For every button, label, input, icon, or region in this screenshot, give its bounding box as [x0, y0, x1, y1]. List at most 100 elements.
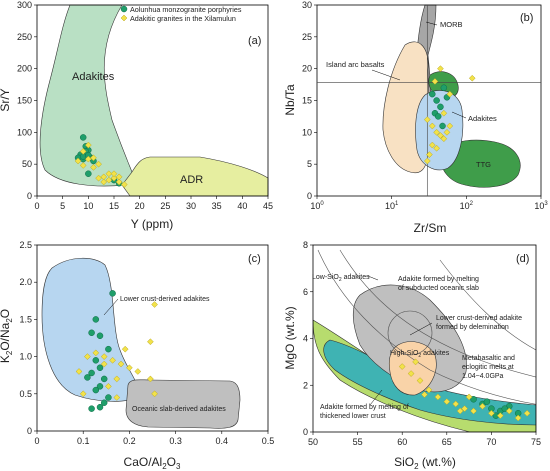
point-xilamulun	[110, 174, 118, 182]
y-tick-label: 2.5	[19, 240, 32, 250]
point-xilamulun	[121, 345, 129, 353]
point-xilamulun	[79, 148, 87, 155]
point-aolunhua	[437, 103, 444, 111]
point-xilamulun	[126, 364, 133, 372]
panel-label-b: (b)	[520, 12, 533, 24]
point-xilamulun	[479, 402, 486, 410]
axis-ticks-b: 100 101 102 103 0 5 10 15 20 25 30	[302, 0, 548, 211]
x-axis-label-b: Zr/Sm	[414, 221, 447, 235]
point-xilamulun	[428, 141, 436, 149]
point-xilamulun	[437, 65, 444, 73]
point-aolunhua	[100, 375, 108, 383]
y-tick-label: 250	[17, 32, 32, 42]
point-xilamulun	[426, 151, 433, 158]
y-tick-label: 0	[303, 427, 308, 437]
leader-delem	[409, 322, 433, 336]
x-tick-label: 0.1	[77, 436, 90, 446]
y-tick-label: 10	[302, 127, 312, 137]
points-a	[74, 134, 128, 188]
point-xilamulun	[505, 407, 513, 415]
field-adakites: Adakites	[39, 4, 133, 187]
y-tick-label: 100	[17, 127, 32, 137]
point-aolunhua	[100, 399, 108, 406]
point-xilamulun	[423, 157, 431, 165]
field-label-lower-crust: Lower crust-derived adakites	[120, 296, 210, 303]
point-xilamulun	[90, 154, 97, 162]
point-xilamulun	[147, 375, 154, 383]
legend: Aolunhua monzogranite porphyries Adakiti…	[120, 5, 242, 23]
x-tick-label: 0.4	[216, 436, 229, 446]
x-tick-label: 50	[308, 437, 318, 447]
point-xilamulun	[113, 375, 121, 383]
boundary-circle	[387, 310, 433, 356]
legend-marker-diamond	[120, 14, 128, 22]
point-xilamulun	[147, 338, 154, 346]
point-xilamulun	[151, 390, 158, 398]
point-aolunhua	[84, 374, 91, 381]
leader-lower-crust	[103, 298, 119, 316]
point-xilamulun	[428, 122, 436, 130]
field-lower-crust-adakites: Lower crust-derived adakites	[41, 257, 210, 402]
point-xilamulun	[440, 109, 448, 117]
x-tick-label: 40	[237, 201, 247, 211]
point-aolunhua	[439, 122, 446, 130]
field-high-sio2-adakites	[388, 341, 437, 396]
point-xilamulun	[75, 368, 83, 375]
point-xilamulun	[465, 393, 473, 401]
point-aolunhua	[85, 170, 92, 177]
annot-slab-1: Adakite formed by melting	[398, 276, 479, 283]
point-xilamulun	[100, 178, 108, 186]
y-axis-label-a: Sr/Y	[0, 88, 12, 111]
y-tick-label: 25	[302, 32, 312, 42]
point-xilamulun	[407, 370, 415, 377]
x-tick-label: 0.2	[123, 436, 136, 446]
y-tick-label: 200	[17, 64, 32, 74]
x-tick-label: 102	[460, 201, 474, 211]
x-tick-label: 0	[34, 201, 39, 211]
x-axis-label-d: SiO2 (wt.%)	[394, 455, 456, 471]
point-aolunhua	[96, 383, 104, 390]
point-xilamulun	[115, 178, 123, 186]
point-xilamulun	[79, 390, 87, 398]
x-axis-label-a: Y (ppm)	[131, 217, 173, 231]
y-tick-label: 8	[303, 240, 308, 250]
field-label-morb: MORB	[440, 20, 463, 29]
point-xilamulun	[117, 360, 125, 368]
annot-delem-2: formed by delemination	[436, 324, 509, 331]
point-aolunhua	[109, 290, 116, 297]
point-aolunhua	[96, 364, 104, 372]
x-tick-label: 65	[442, 437, 452, 447]
point-aolunhua	[96, 332, 104, 340]
points-c	[75, 290, 158, 412]
point-aolunhua	[105, 345, 112, 353]
point-aolunhua	[88, 329, 95, 337]
point-aolunhua	[105, 394, 112, 401]
point-aolunhua	[470, 396, 477, 403]
point-xilamulun	[452, 400, 460, 408]
point-xilamulun	[95, 174, 102, 182]
point-xilamulun	[523, 409, 531, 417]
annot-thick-1: Adakite formed by melting of	[320, 404, 409, 411]
points-b	[423, 65, 476, 165]
point-xilamulun	[95, 160, 102, 168]
y-tick-label: 0	[27, 426, 32, 436]
legend-label-1: Aolunhua monzogranite porphyries	[130, 5, 242, 14]
point-xilamulun	[84, 353, 91, 360]
leader-thick	[369, 389, 383, 406]
point-xilamulun	[84, 155, 92, 163]
legend-marker-circle	[120, 5, 128, 13]
point-xilamulun	[470, 407, 477, 415]
point-xilamulun	[433, 144, 440, 152]
points-d	[398, 358, 531, 422]
y-tick-label: 20	[302, 64, 312, 74]
x-tick-label: 0.5	[262, 436, 275, 446]
point-aolunhua	[79, 134, 87, 141]
x-tick-label: 75	[531, 437, 541, 447]
point-xilamulun	[79, 162, 87, 169]
leader-island-arc	[371, 69, 401, 81]
panel-label-a: (a)	[248, 35, 261, 47]
point-xilamulun	[105, 176, 113, 184]
x-tick-label: 15	[109, 201, 119, 211]
legend-label-2: Adakitic granites in the Xilamulun	[130, 14, 236, 23]
